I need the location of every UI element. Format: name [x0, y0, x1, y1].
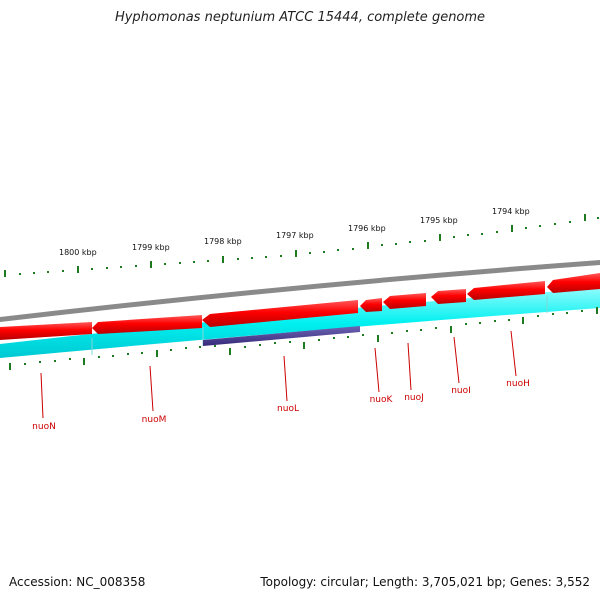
cds-arrow-next [547, 273, 600, 293]
cds-arrow-nuoJ [383, 293, 426, 309]
gene-label-nuoL: nuoL [277, 404, 299, 414]
gene-leader-lines [40, 330, 517, 419]
kbp-label: 1799 kbp [132, 243, 170, 252]
accession-text: Accession: NC_008358 [9, 575, 146, 589]
gene-label-nuoN: nuoN [32, 422, 56, 432]
cds-arrow-nuoI [431, 289, 466, 304]
cds-arrow-nuoL [202, 300, 358, 327]
cds-arrow-nuoN [0, 322, 92, 340]
map-title: Hyphomonas neptunium ATCC 15444, complet… [114, 10, 486, 25]
reverse-strand-band [0, 288, 600, 358]
gene-label-nuoH: nuoH [506, 379, 530, 389]
cds-arrow-nuoK [360, 298, 382, 312]
kbp-label: 1800 kbp [59, 248, 97, 257]
outer-tick-track [4, 214, 599, 277]
kbp-label: 1797 kbp [276, 231, 314, 240]
gene-label-nuoJ: nuoJ [404, 393, 424, 403]
kbp-label: 1794 kbp [492, 207, 530, 216]
genome-summary-text: Topology: circular; Length: 3,705,021 bp… [260, 575, 590, 589]
cds-arrow-nuoM [92, 315, 202, 334]
gene-labels: nuoN nuoM nuoL nuoK nuoJ nuoI nuoH [32, 379, 530, 432]
cds-arrow-nuoH [467, 281, 545, 300]
forward-cds-track [0, 273, 600, 340]
gene-label-nuoI: nuoI [451, 386, 471, 396]
backbone-arc [0, 260, 600, 322]
kbp-label: 1798 kbp [204, 237, 242, 246]
kbp-labels: 1800 kbp 1799 kbp 1798 kbp 1797 kbp 1796… [59, 207, 530, 257]
inner-tick-track [9, 307, 598, 370]
gene-label-nuoM: nuoM [142, 415, 167, 425]
highlighted-gene [203, 326, 360, 346]
gene-label-nuoK: nuoK [370, 395, 394, 405]
kbp-label: 1795 kbp [420, 216, 458, 225]
kbp-label: 1796 kbp [348, 224, 386, 233]
